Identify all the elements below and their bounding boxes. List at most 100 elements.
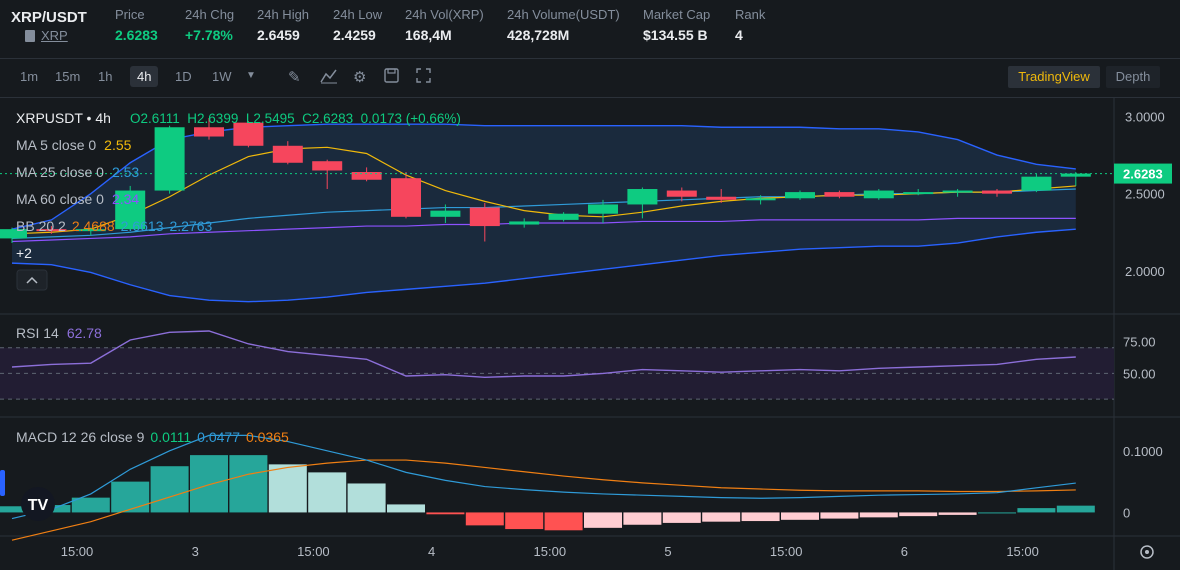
macd-histogram-bar: [662, 512, 701, 523]
macd-pane[interactable]: [0, 434, 1095, 541]
stat-value: $134.55 B: [643, 27, 708, 43]
draw-pencil-icon[interactable]: ✎: [288, 69, 301, 86]
macd-histogram-bar: [623, 512, 662, 525]
candle-body[interactable]: [272, 145, 303, 163]
candle-body[interactable]: [588, 204, 618, 214]
macd-line: [11, 434, 1076, 520]
chevron-up-icon: [26, 276, 38, 284]
timeframe-1W[interactable]: 1W: [212, 69, 232, 84]
candle-body[interactable]: [1060, 173, 1091, 177]
time-tick-label: 15:00: [61, 544, 94, 559]
bb-upper-line: [11, 123, 1076, 230]
candle-body[interactable]: [548, 213, 579, 220]
candle-body[interactable]: [627, 189, 658, 205]
tradingview-logo: TV: [21, 487, 55, 521]
coin-name[interactable]: XRP: [41, 28, 68, 43]
pair-title[interactable]: XRP/USDT: [11, 9, 87, 26]
candle-body[interactable]: [75, 229, 106, 232]
time-axis[interactable]: 15:00 3 15:00 4 15:00 5 15:00 6 15:00: [61, 544, 1039, 559]
time-axis-settings-icon[interactable]: [1140, 545, 1154, 559]
candle-body[interactable]: [863, 190, 894, 199]
ticker-header: XRP/USDT XRP Price 2.6283 24h Chg +7.78% 24h…: [0, 0, 1180, 59]
side-handle[interactable]: [0, 470, 5, 496]
macd-histogram-bar: [190, 455, 228, 513]
timeframe-1D[interactable]: 1D: [175, 69, 192, 84]
stat-value: 428,728M: [507, 27, 570, 43]
candlestick-pane[interactable]: [0, 117, 1114, 303]
candle-body[interactable]: [194, 127, 224, 137]
macd-tick-label: 0: [1123, 505, 1130, 520]
rsi-line: [11, 330, 1076, 378]
save-layout-icon[interactable]: [384, 68, 399, 87]
chart-area[interactable]: 15:00 3 15:00 4 15:00 5 15:00 6 15:00 3.0000 2.50…: [0, 98, 1180, 570]
candle-body[interactable]: [391, 178, 421, 217]
timeframe-1h[interactable]: 1h: [98, 69, 113, 84]
candle-body[interactable]: [1021, 176, 1052, 191]
fullscreen-icon[interactable]: [416, 68, 431, 87]
stat-value: 168,4M: [405, 27, 452, 43]
stat-value: 2.6283: [115, 27, 158, 43]
legend-more[interactable]: +2: [16, 245, 32, 261]
chart-toolbar: 1m 15m 1h 4h 1D 1W ▼ ✎ ⚙: [0, 59, 1180, 98]
stat-label: 24h Chg: [185, 7, 235, 22]
time-tick-label: 15:00: [770, 544, 803, 559]
candle-body[interactable]: [785, 192, 815, 199]
macd-tick-label: 0.1000: [1123, 444, 1163, 459]
last-price-label: 2.6283: [1123, 167, 1163, 182]
macd-histogram-bar: [111, 481, 150, 513]
price-axis[interactable]: 3.0000 2.5000 2.0000 2.6283 75.00 50.00 0.1000…: [1114, 109, 1172, 520]
stat-label: 24h Vol(XRP): [405, 7, 484, 22]
timeframe-4h[interactable]: 4h: [130, 66, 159, 87]
macd-histogram-bar: [229, 455, 268, 513]
timeframe-15m[interactable]: 15m: [55, 69, 81, 84]
macd-histogram-bar: [150, 466, 189, 513]
candle-body[interactable]: [0, 229, 27, 239]
candle-body[interactable]: [982, 190, 1012, 194]
svg-text:TV: TV: [28, 497, 49, 514]
macd-histogram-bar: [820, 512, 859, 519]
coin-link[interactable]: XRP: [25, 28, 68, 43]
legend-ohlc: O2.6111 H2.6399 L2.5495 C2.6283 0.0173 (…: [130, 111, 461, 126]
macd-histogram-bar: [268, 464, 307, 513]
indicator-icon[interactable]: [320, 68, 338, 88]
time-tick-label: 5: [664, 544, 671, 559]
candle-body[interactable]: [666, 190, 697, 197]
legend-collapse-button[interactable]: [16, 269, 48, 291]
rsi-tick-label: 50.00: [1123, 366, 1156, 381]
candle-body[interactable]: [312, 161, 343, 171]
legend-ma60: MA 60 close 0 2.34: [16, 191, 139, 207]
tradingview-tab[interactable]: TradingView: [1008, 66, 1100, 88]
macd-signal-line: [11, 459, 1076, 541]
price-tick-label: 2.0000: [1125, 264, 1165, 279]
candle-body[interactable]: [469, 207, 500, 227]
timeframe-1m[interactable]: 1m: [20, 69, 39, 84]
macd-legend: MACD 12 26 close 9 0.0111 0.0477 0.0365: [16, 429, 289, 445]
stat-2: 24h High 2.6459: [257, 7, 309, 43]
candle-body[interactable]: [154, 127, 185, 191]
candle-body[interactable]: [706, 196, 737, 200]
candle-body[interactable]: [903, 192, 934, 195]
candle-body[interactable]: [233, 122, 264, 146]
legend-symbol: XRPUSDT • 4h: [16, 110, 111, 126]
candle-body[interactable]: [745, 198, 776, 201]
candle-body[interactable]: [509, 221, 540, 225]
candle-body[interactable]: [115, 190, 146, 230]
main-legend: XRPUSDT • 4h O2.6111 H2.6399 L2.5495 C2.…: [16, 110, 461, 261]
macd-histogram-bar: [426, 512, 465, 515]
rsi-pane[interactable]: [0, 330, 1114, 400]
candle-body[interactable]: [942, 190, 973, 193]
stat-label: 24h Low: [333, 7, 383, 22]
depth-tab[interactable]: Depth: [1106, 66, 1160, 88]
candle-body[interactable]: [824, 192, 855, 197]
ma5-line: [11, 146, 1076, 235]
price-tick-label: 3.0000: [1125, 109, 1165, 124]
candle-body[interactable]: [430, 210, 461, 217]
candle-body[interactable]: [351, 172, 382, 180]
more-timeframes-chevron-icon[interactable]: ▼: [246, 70, 256, 81]
macd-histogram-bar: [505, 512, 544, 530]
candle-body[interactable]: [36, 229, 67, 232]
last-price-badge: [1114, 163, 1172, 184]
settings-gear-icon[interactable]: ⚙: [353, 69, 367, 86]
time-tick-label: 6: [901, 544, 908, 559]
time-tick-label: 15:00: [1006, 544, 1039, 559]
